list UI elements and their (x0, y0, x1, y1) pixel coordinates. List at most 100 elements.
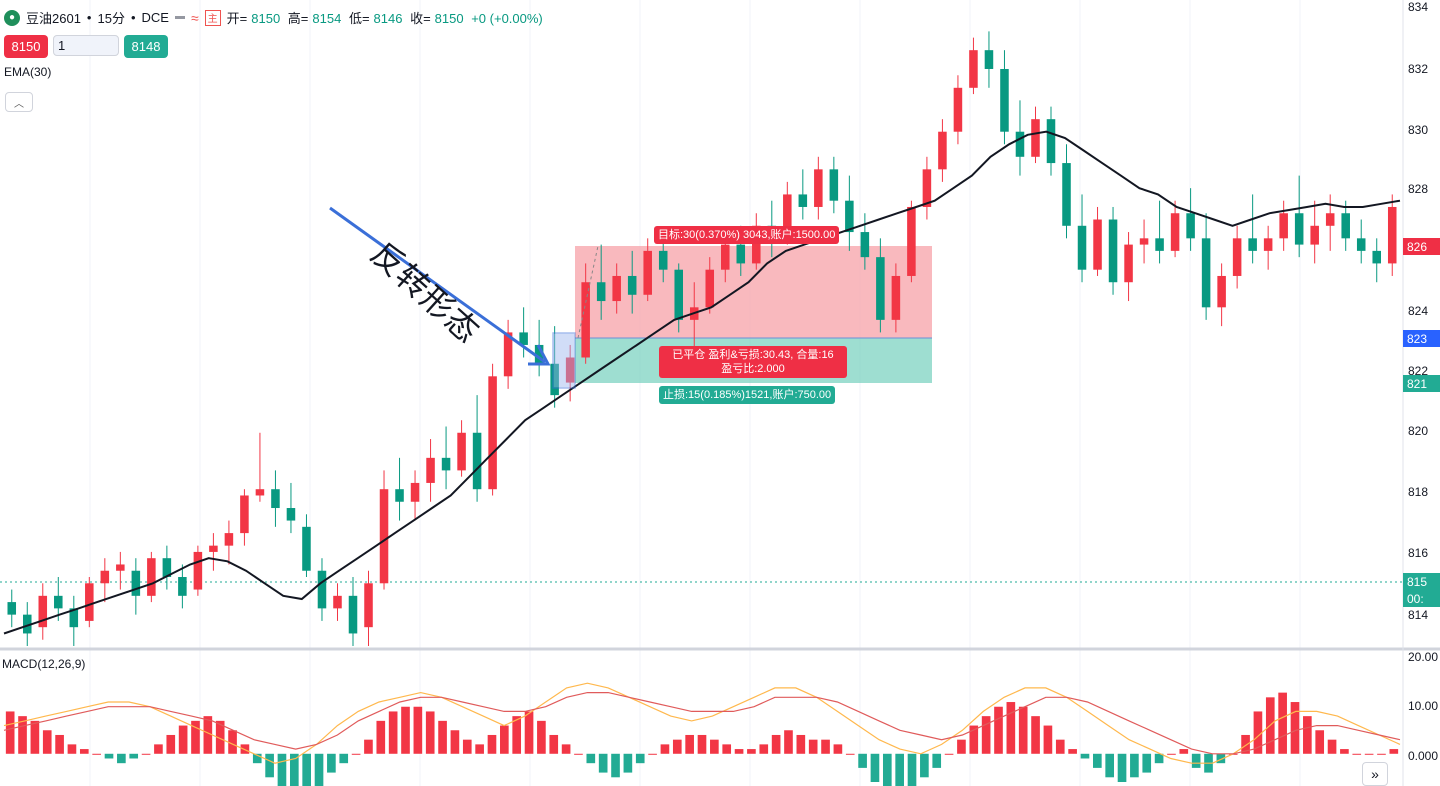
macd-bar (141, 753, 151, 755)
macd-bar (722, 744, 732, 754)
line-style-icon[interactable] (174, 16, 185, 19)
flag-icon[interactable]: 主 (204, 9, 221, 26)
annotation-arrow[interactable] (329, 206, 546, 364)
macd-bar (487, 734, 497, 754)
symbol-name[interactable]: 豆油2601 (26, 11, 81, 26)
candle-body (860, 232, 870, 258)
macd-bar (957, 739, 966, 754)
collapse-chevron-icon[interactable]: ︿ (5, 92, 33, 112)
candle-body (1217, 275, 1226, 308)
candle-body (1062, 163, 1071, 226)
candle-body (85, 583, 94, 621)
price-tick: 828 (1408, 182, 1429, 196)
macd-bar (969, 725, 979, 754)
candle-body (100, 570, 110, 584)
closed-label[interactable]: 已平仓 盈利&亏损:30.43, 合量:16 盈亏比:2.000 (659, 346, 847, 378)
stop-label[interactable]: 止损:15(0.185%)1521,账户:750.00 (659, 386, 836, 404)
interval-label[interactable]: 15分 (97, 11, 125, 26)
macd-bar (215, 720, 225, 754)
candle-body (255, 489, 265, 496)
buy-button[interactable]: 8148 (124, 35, 168, 58)
quantity-input[interactable]: 1 (53, 35, 119, 56)
macd-bar (549, 734, 559, 754)
ema30-line (3, 130, 1401, 635)
candle-body (395, 489, 404, 502)
macd-bar (438, 720, 447, 754)
candle-body (1294, 213, 1304, 245)
macd-bar (858, 753, 867, 768)
candle-body (752, 225, 761, 264)
pattern-highlight-box[interactable] (552, 332, 576, 389)
candle-body (348, 595, 358, 634)
candle-body (23, 614, 32, 634)
order-panel: 8150 1 8148 (4, 35, 168, 58)
macd-bar (1068, 749, 1077, 754)
macd-bar (289, 753, 299, 786)
macd-bar (697, 734, 707, 754)
candle-body (534, 344, 544, 364)
candle-body (271, 489, 280, 509)
candle-body (69, 608, 79, 628)
ema-indicator-label[interactable]: EMA(30) (4, 65, 52, 79)
candle-body (209, 545, 218, 552)
candle-body (1356, 238, 1366, 251)
candle-body (131, 570, 141, 596)
macd-bar (154, 744, 163, 754)
candle-body (38, 595, 48, 628)
macd-bar (598, 753, 608, 773)
candle-body (426, 457, 435, 483)
macd-bar (42, 730, 52, 754)
candle-body (596, 282, 606, 302)
candle-body (7, 602, 17, 615)
price-tick: 816 (1408, 546, 1429, 560)
macd-bar (92, 753, 101, 755)
candle-body (643, 250, 652, 295)
candle-body (550, 363, 559, 396)
macd-bar (623, 753, 633, 773)
candle-body (984, 50, 994, 69)
signal-line (3, 692, 1401, 755)
sell-button[interactable]: 8150 (4, 35, 48, 58)
macd-bar (413, 706, 423, 754)
ohlc-readout: 开= 8150 高= 8154 低= 8146 收= 8150 +0 (+0.00%) (226, 11, 543, 26)
macd-bar (1253, 711, 1263, 754)
macd-bar (895, 753, 904, 786)
macd-tick: 20.00 (1408, 650, 1439, 664)
macd-bar (1377, 753, 1386, 755)
macd-bar (1364, 753, 1374, 755)
macd-bar (1130, 753, 1139, 778)
target-label[interactable]: 目标:30(0.370%) 3043,账户:1500.00 (654, 226, 840, 244)
macd-bar (1080, 753, 1090, 759)
macd-bar (117, 753, 126, 764)
droplet-icon: ● (4, 9, 20, 26)
macd-bar (129, 753, 139, 759)
double-chevron-right-icon[interactable]: » (1362, 762, 1388, 786)
macd-bar (314, 753, 324, 786)
macd-indicator-label[interactable]: MACD(12,26,9) (2, 657, 86, 671)
symbol-header: ● 豆油2601 • 15分 • DCE ≈ 主 开= 8150 高= 8154 低… (4, 8, 547, 27)
candle-body (1093, 219, 1102, 270)
arrow-head-icon (528, 344, 551, 366)
macd-bar (796, 734, 806, 754)
macd-bar (734, 749, 744, 754)
macd-bar (1327, 739, 1337, 754)
macd-bar (524, 711, 534, 754)
macd-bar (401, 706, 410, 754)
candle-body (721, 244, 730, 270)
macd-bar (302, 753, 311, 786)
macd-bar (1093, 753, 1102, 768)
macd-bar (870, 753, 880, 782)
macd-bar (55, 734, 64, 754)
macd-bar (388, 711, 398, 754)
macd-bar (1055, 739, 1065, 754)
macd-bar (685, 734, 694, 754)
candle-body (472, 432, 482, 490)
candle-body (488, 376, 497, 490)
wave-icon[interactable]: ≈ (190, 9, 199, 26)
macd-bar (191, 720, 200, 754)
macd-bar (1352, 753, 1362, 755)
candle-body (1279, 213, 1288, 239)
closed-label-line2: 盈亏比:2.000 (721, 363, 785, 375)
macd-bar (1340, 749, 1349, 754)
